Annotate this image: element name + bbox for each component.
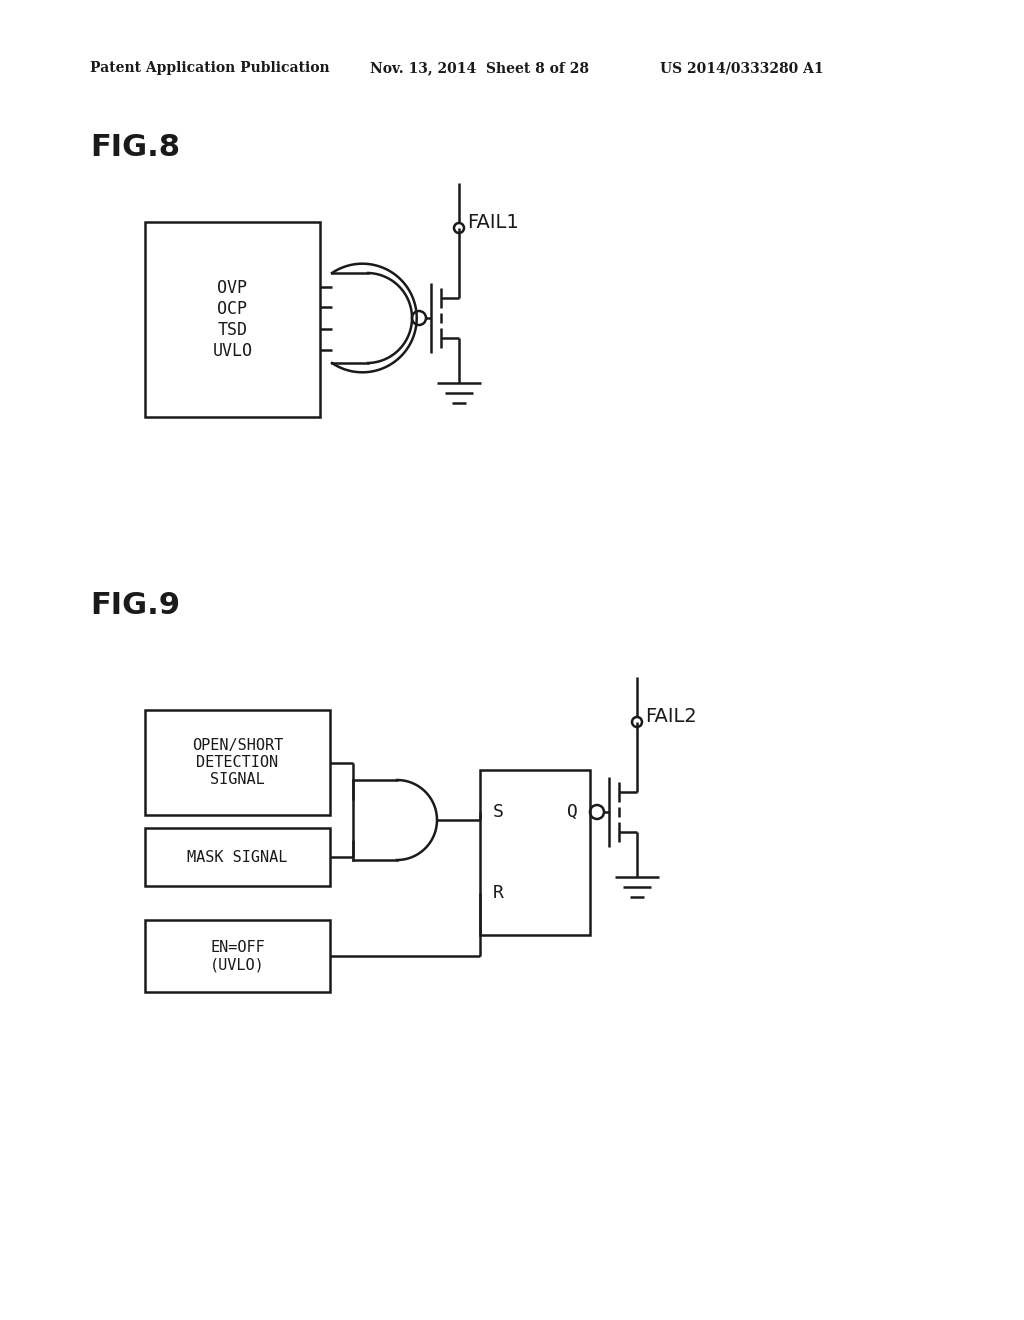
Text: OPEN/SHORT
DETECTION
SIGNAL: OPEN/SHORT DETECTION SIGNAL [191,738,283,788]
Text: FAIL1: FAIL1 [467,214,519,232]
Text: R: R [493,884,504,902]
Text: Nov. 13, 2014  Sheet 8 of 28: Nov. 13, 2014 Sheet 8 of 28 [370,61,589,75]
Bar [145,920,330,993]
Bar [145,828,330,886]
Text: Patent Application Publication: Patent Application Publication [90,61,330,75]
Bar [145,710,330,814]
Text: S: S [493,803,504,821]
Text: MASK SIGNAL: MASK SIGNAL [187,850,288,865]
Text: OVP
OCP
TSD
UVLO: OVP OCP TSD UVLO [213,280,253,360]
Bar [480,770,590,935]
Text: FAIL2: FAIL2 [645,708,696,726]
Text: FIG.9: FIG.9 [90,590,180,619]
Bar [145,222,319,417]
Text: US 2014/0333280 A1: US 2014/0333280 A1 [660,61,823,75]
Text: FIG.8: FIG.8 [90,133,180,162]
Text: EN=OFF
(UVLO): EN=OFF (UVLO) [210,940,265,973]
Text: Q: Q [566,803,578,821]
